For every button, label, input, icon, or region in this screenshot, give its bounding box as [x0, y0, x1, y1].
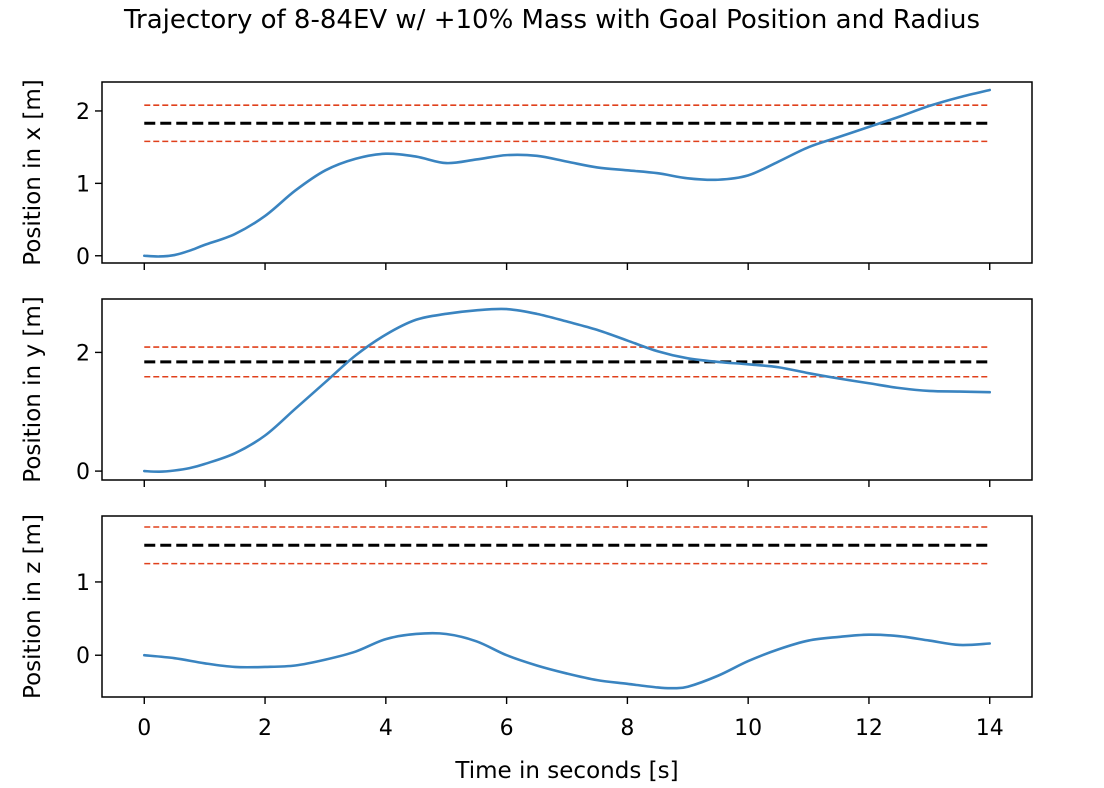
y-axis-label-1: Position in x [m] — [20, 79, 46, 265]
chart-title: Trajectory of 8-84EV w/ +10% Mass with G… — [123, 5, 980, 35]
y-tick-label-1: 2 — [76, 100, 90, 125]
y-axis-label-2: Position in y [m] — [20, 296, 46, 482]
trajectory-line-1 — [142, 88, 992, 258]
y-tick-label-2: 2 — [76, 341, 90, 366]
subplot-2: 0 2 Position in y [m] — [20, 296, 1033, 487]
x-tick-label: 2 — [258, 716, 272, 741]
trajectory-line-2 — [142, 307, 992, 473]
x-tick-label: 8 — [620, 716, 634, 741]
y-axis-label-3: Position in z [m] — [20, 514, 46, 699]
trajectory-line-3 — [142, 631, 992, 690]
x-tick-label: 14 — [976, 716, 1004, 741]
plot-frame-1 — [101, 81, 1033, 264]
y-tick-label-1: 0 — [76, 245, 90, 270]
x-tick-label: 10 — [734, 716, 762, 741]
x-tick-label: 4 — [379, 716, 393, 741]
x-tick-label: 0 — [137, 716, 151, 741]
plot-frame-3 — [101, 515, 1033, 698]
subplot-1: 0 1 2 Position in x [m] — [20, 79, 1033, 270]
y-tick-label-3: 0 — [76, 644, 90, 669]
y-tick-label-3: 1 — [76, 571, 90, 596]
x-tick-label: 12 — [855, 716, 883, 741]
x-axis-label: Time in seconds [s] — [454, 758, 678, 784]
y-tick-label-1: 1 — [76, 172, 90, 197]
plot-frame-2 — [101, 298, 1033, 481]
x-tick-label: 6 — [500, 716, 514, 741]
y-tick-label-2: 0 — [76, 460, 90, 485]
